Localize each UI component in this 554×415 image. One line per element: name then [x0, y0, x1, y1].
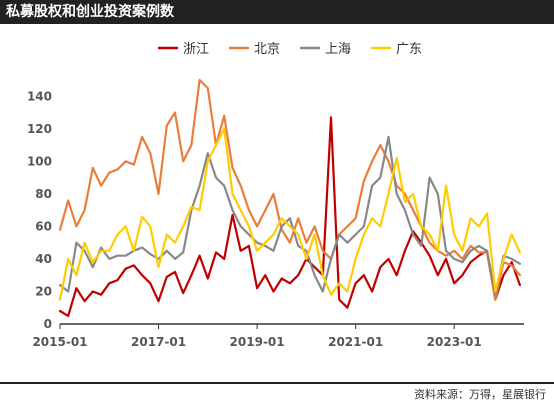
- y-tick-label: 20: [35, 284, 52, 298]
- line-chart: 浙江 北京 上海 广东 0 20 40 60 80 100 120 140 2015-01 2017-…: [27, 42, 524, 349]
- y-tick-label: 120: [27, 122, 52, 136]
- chart-title: 私募股权和创业投资案例数: [6, 4, 174, 20]
- y-axis: 0 20 40 60 80 100 120 140: [27, 89, 52, 331]
- x-axis: 2015-01 2017-01 2019-01 2021-01 2023-01: [32, 323, 524, 349]
- x-tick-label: 2023-01: [427, 335, 482, 349]
- y-tick-label: 0: [44, 317, 52, 331]
- series-line-浙江: [58, 116, 522, 317]
- series-line-广东: [58, 127, 522, 301]
- series-line-北京: [58, 78, 522, 301]
- footer-divider: [0, 382, 554, 384]
- x-tick-label: 2015-01: [32, 335, 87, 349]
- legend-label: 上海: [325, 42, 351, 57]
- x-tick-label: 2017-01: [131, 335, 186, 349]
- y-tick-label: 40: [35, 252, 52, 266]
- title-bar: 私募股权和创业投资案例数: [0, 0, 554, 24]
- legend: 浙江 北京 上海 广东: [158, 42, 422, 57]
- y-tick-label: 60: [35, 219, 52, 233]
- x-tick-label: 2021-01: [328, 335, 383, 349]
- y-tick-label: 100: [27, 154, 52, 168]
- series-lines: [58, 78, 522, 317]
- series-line-上海: [58, 135, 522, 296]
- y-tick-label: 140: [27, 89, 52, 103]
- legend-label: 浙江: [183, 42, 209, 57]
- y-tick-label: 80: [35, 187, 52, 201]
- x-tick-label: 2019-01: [230, 335, 285, 349]
- legend-label: 广东: [396, 42, 422, 57]
- legend-label: 北京: [254, 42, 280, 57]
- source-note: 资料来源：万得，星展银行: [414, 388, 546, 401]
